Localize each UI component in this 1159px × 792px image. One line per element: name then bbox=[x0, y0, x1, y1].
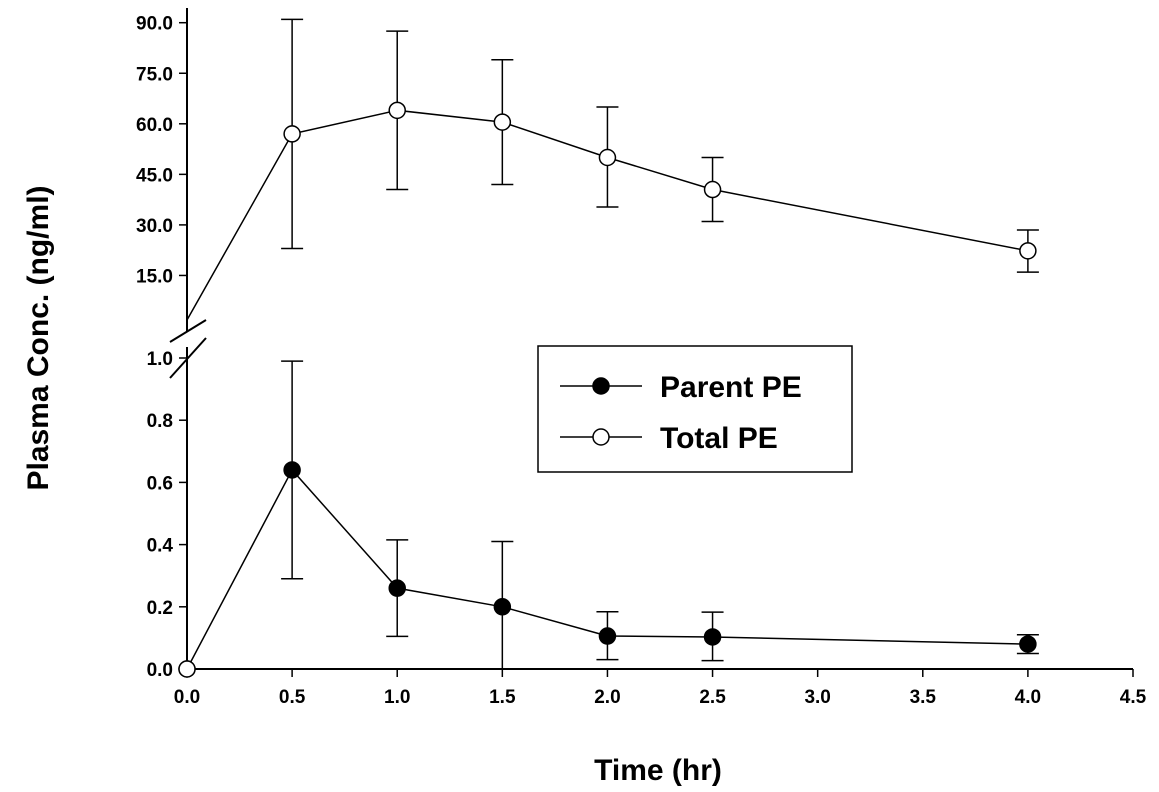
y-tick-label-upper: 75.0 bbox=[136, 64, 173, 85]
data-point-parent bbox=[283, 461, 301, 479]
y-tick-label-lower: 0.4 bbox=[147, 536, 174, 557]
legend-label-total: Total PE bbox=[660, 422, 778, 455]
x-tick-label: 0.5 bbox=[279, 687, 306, 708]
data-point-parent bbox=[388, 579, 406, 597]
legend-marker-total bbox=[592, 428, 610, 446]
x-tick-label: 1.5 bbox=[489, 687, 516, 708]
data-point-total bbox=[1019, 242, 1037, 260]
data-point-parent bbox=[703, 628, 722, 646]
axis-break-mark bbox=[169, 319, 207, 343]
data-point-total bbox=[703, 180, 722, 199]
data-point-total bbox=[598, 148, 617, 167]
data-point-origin bbox=[178, 660, 196, 678]
axes: 0.0 0.5 1.0 1.5 2.0 2.5 3.0 3.5 4.0 4.5 0.0 0.2 0.4 0… bbox=[136, 8, 1147, 708]
chart-marks bbox=[178, 18, 1039, 678]
y-tick-label-lower: 0.0 bbox=[147, 660, 173, 681]
x-tick-label: 4.0 bbox=[1015, 687, 1041, 708]
y-tick-label-upper: 60.0 bbox=[136, 115, 173, 136]
data-point-parent bbox=[1019, 635, 1037, 653]
x-tick-label: 2.0 bbox=[594, 687, 620, 708]
y-tick-label-upper: 30.0 bbox=[136, 216, 173, 237]
x-tick-label: 0.0 bbox=[174, 687, 200, 708]
legend: Parent PE Total PE bbox=[537, 345, 853, 473]
x-tick-label: 2.5 bbox=[699, 687, 726, 708]
data-point-total bbox=[388, 101, 406, 120]
data-point-total bbox=[283, 125, 301, 143]
data-point-total bbox=[493, 113, 512, 131]
legend-marker-parent bbox=[592, 377, 610, 395]
y-tick-label-upper: 45.0 bbox=[136, 165, 173, 186]
y-tick-label-upper: 90.0 bbox=[136, 14, 173, 35]
x-tick-label: 4.5 bbox=[1120, 687, 1147, 708]
axis-break-mark bbox=[169, 337, 207, 379]
legend-box bbox=[537, 345, 853, 473]
x-tick-label: 3.5 bbox=[910, 687, 937, 708]
y-tick-label-upper: 15.0 bbox=[136, 266, 173, 287]
y-tick-label-lower: 1.0 bbox=[147, 349, 173, 370]
y-tick-label-lower: 0.6 bbox=[147, 473, 173, 494]
x-axis-title: Time (hr) bbox=[594, 754, 722, 787]
y-tick-label-lower: 0.8 bbox=[147, 411, 173, 432]
x-tick-label: 3.0 bbox=[804, 687, 830, 708]
y-axis-title: Plasma Conc. (ng/ml) bbox=[22, 185, 55, 490]
y-tick-label-lower: 0.2 bbox=[147, 598, 173, 619]
x-tick-label: 1.0 bbox=[384, 687, 410, 708]
data-point-parent bbox=[598, 627, 617, 645]
legend-label-parent: Parent PE bbox=[660, 371, 802, 404]
data-point-parent bbox=[493, 598, 512, 616]
